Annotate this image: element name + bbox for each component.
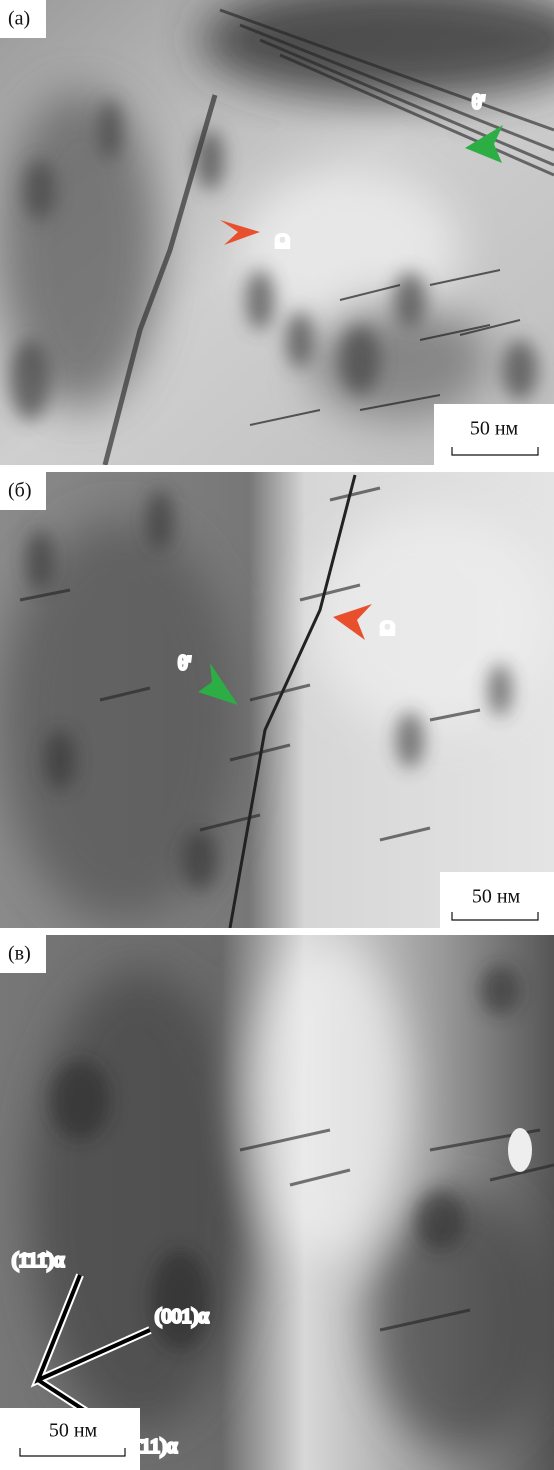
annotation: Ω — [275, 231, 290, 253]
panel-label: (а) — [8, 8, 30, 30]
micrograph-c — [0, 935, 554, 1470]
scale-label: 50 нм — [472, 886, 521, 908]
annotation: θ' — [472, 92, 485, 114]
scale-label: 50 нм — [49, 1420, 98, 1442]
annotation: Ω — [380, 618, 395, 640]
page: (а) θ' Ω 50 нм (б) Ω θ' 50 нм (в) (1̄11̄… — [0, 0, 554, 1470]
plane-label: (1̄11̄)α — [12, 1250, 65, 1272]
plane-label: (001)α — [155, 1306, 209, 1328]
panel-label: (в) — [8, 943, 31, 965]
figure: (а) θ' Ω 50 нм (б) Ω θ' 50 нм (в) (1̄11̄… — [0, 0, 554, 1470]
annotation: θ' — [178, 653, 191, 675]
scale-label: 50 нм — [470, 418, 519, 440]
panel-label: (б) — [8, 480, 32, 502]
micrograph-b — [0, 472, 554, 928]
